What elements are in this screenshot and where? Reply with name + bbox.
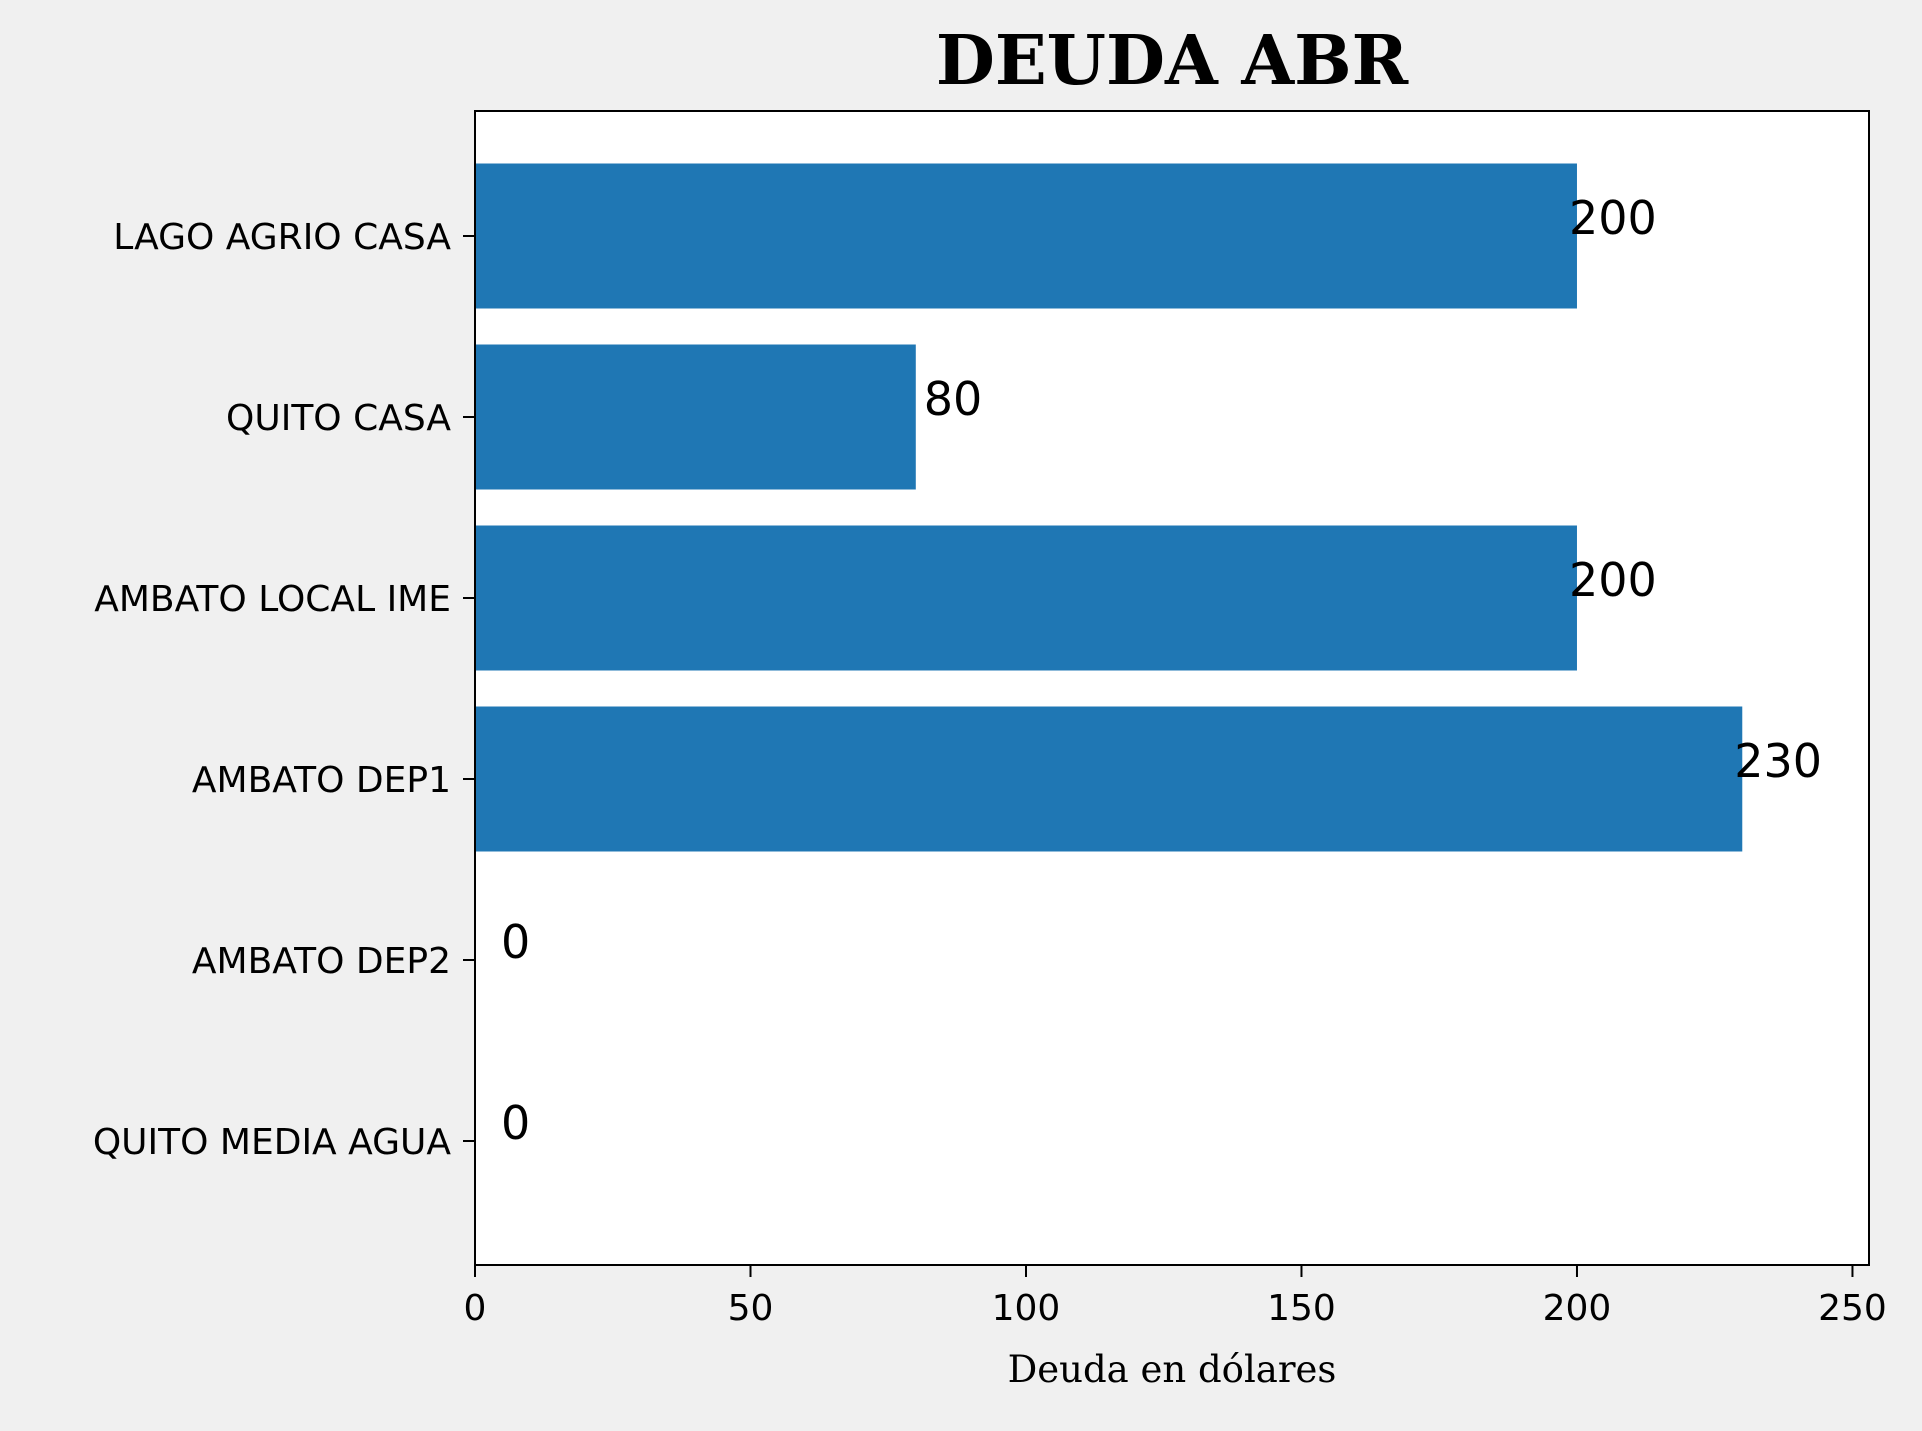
y-tick-label: QUITO CASA bbox=[226, 398, 451, 439]
bar bbox=[475, 163, 1577, 309]
x-axis: 0 50 100 150 200 250 bbox=[464, 1265, 1887, 1329]
y-tick-label: AMBATO DEP2 bbox=[192, 941, 451, 982]
bars-group bbox=[475, 163, 1743, 852]
bar-value-label: 200 bbox=[1569, 553, 1657, 607]
x-tick-label: 150 bbox=[1267, 1288, 1336, 1329]
chart-title: DEUDA ABR bbox=[936, 21, 1409, 101]
bar-value-label: 0 bbox=[501, 915, 530, 969]
y-tick-label: LAGO AGRIO CASA bbox=[113, 217, 451, 258]
bar-value-label: 80 bbox=[924, 372, 983, 426]
y-tick-label: QUITO MEDIA AGUA bbox=[93, 1122, 452, 1163]
x-axis-label: Deuda en dólares bbox=[1008, 1348, 1337, 1391]
x-tick-label: 250 bbox=[1818, 1288, 1887, 1329]
y-axis: LAGO AGRIO CASA QUITO CASA AMBATO LOCAL IM… bbox=[93, 217, 475, 1163]
bar-value-label: 200 bbox=[1569, 191, 1657, 245]
bar-value-label: 230 bbox=[1734, 734, 1822, 788]
y-tick-label: AMBATO DEP1 bbox=[192, 760, 451, 801]
bar-value-label: 0 bbox=[501, 1096, 530, 1150]
x-tick-label: 100 bbox=[992, 1288, 1061, 1329]
bar bbox=[475, 525, 1577, 671]
x-tick-label: 200 bbox=[1543, 1288, 1612, 1329]
x-tick-label: 0 bbox=[464, 1288, 487, 1329]
x-tick-label: 50 bbox=[728, 1288, 774, 1329]
y-tick-label: AMBATO LOCAL IME bbox=[94, 579, 451, 620]
plot-frame bbox=[474, 110, 1870, 1266]
bar bbox=[475, 706, 1743, 852]
bar bbox=[475, 344, 916, 490]
data-labels-group: 200 80 200 230 0 0 bbox=[501, 191, 1822, 1150]
